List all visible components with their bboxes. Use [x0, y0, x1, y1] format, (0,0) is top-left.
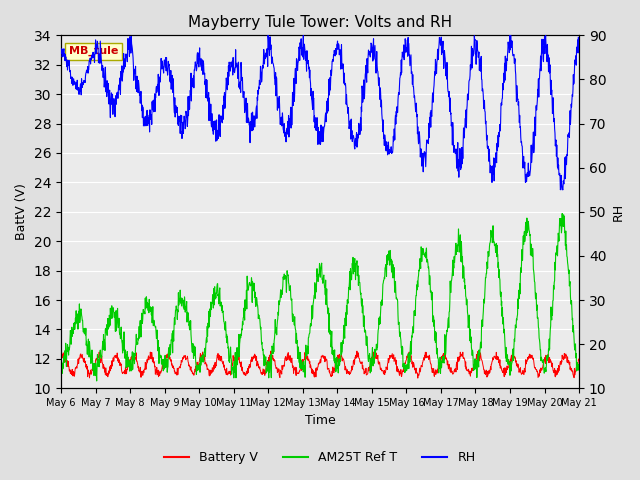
Text: MB_tule: MB_tule [68, 46, 118, 56]
Y-axis label: BattV (V): BattV (V) [15, 183, 28, 240]
Y-axis label: RH: RH [612, 203, 625, 221]
Legend: Battery V, AM25T Ref T, RH: Battery V, AM25T Ref T, RH [159, 446, 481, 469]
Title: Mayberry Tule Tower: Volts and RH: Mayberry Tule Tower: Volts and RH [188, 15, 452, 30]
X-axis label: Time: Time [305, 414, 335, 427]
